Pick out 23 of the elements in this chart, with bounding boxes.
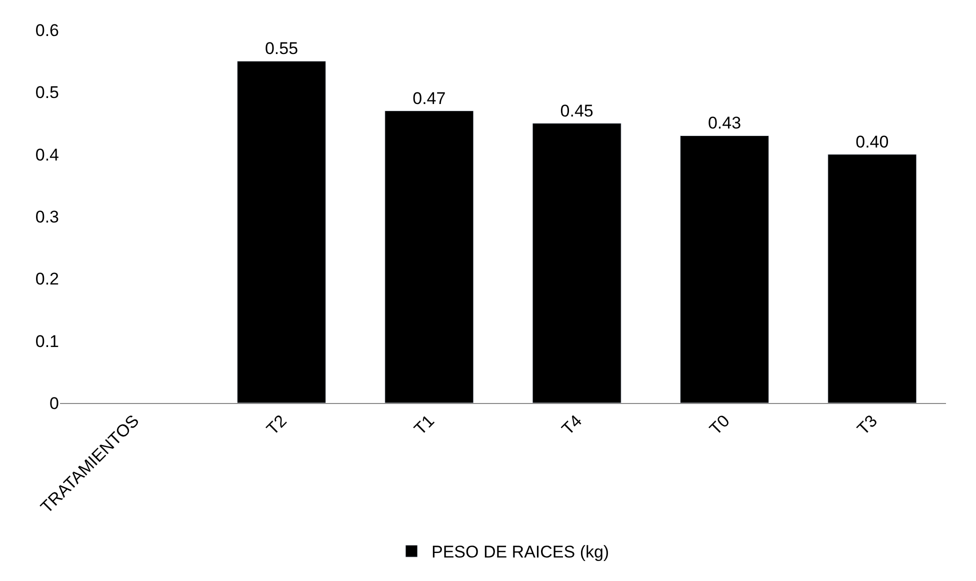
y-tick-label: 0.2 bbox=[35, 270, 59, 289]
y-tick-label: 0.6 bbox=[35, 20, 59, 40]
x-tick-label: T4 bbox=[558, 411, 586, 439]
bar bbox=[532, 123, 622, 403]
data-label: 0.43 bbox=[708, 114, 742, 133]
y-tick-label: 0.5 bbox=[35, 83, 59, 102]
y-tick-label: 0 bbox=[50, 394, 59, 413]
data-label: 0.47 bbox=[412, 88, 446, 108]
data-label: 0.45 bbox=[560, 101, 594, 120]
bar bbox=[680, 135, 770, 403]
bar bbox=[384, 110, 474, 403]
x-tick-label: T0 bbox=[706, 411, 734, 439]
y-tick-label: 0.3 bbox=[35, 207, 59, 226]
bar bbox=[236, 60, 326, 403]
data-label: 0.40 bbox=[856, 132, 889, 152]
y-tick-label: 0.1 bbox=[35, 332, 59, 351]
x-tick-label: T3 bbox=[854, 411, 882, 439]
legend-label: PESO DE RAICES (kg) bbox=[432, 542, 610, 562]
data-label: 0.55 bbox=[264, 39, 298, 58]
y-tick-label: 0.4 bbox=[35, 145, 59, 164]
x-tick-label: T1 bbox=[410, 411, 438, 439]
bar bbox=[828, 154, 917, 403]
x-tick-label: T2 bbox=[262, 411, 290, 439]
